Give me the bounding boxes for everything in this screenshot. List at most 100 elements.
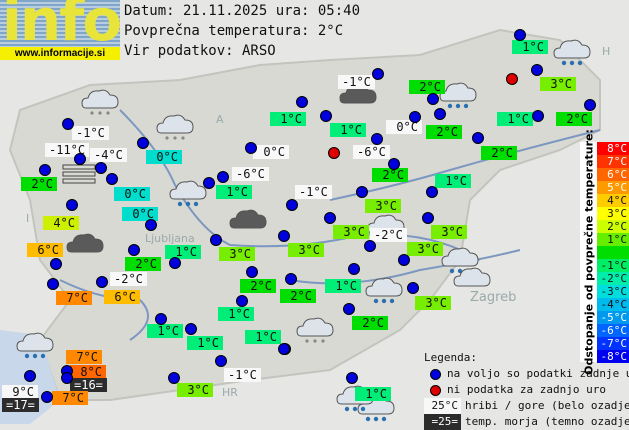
station-temperature-label[interactable]: 3°C [219, 247, 255, 261]
station-dot[interactable] [278, 343, 290, 355]
station-temperature-label[interactable]: 1°C [497, 112, 533, 126]
station-dot[interactable] [96, 276, 108, 288]
station-dot[interactable] [407, 282, 419, 294]
station-temperature-label[interactable]: 1°C [216, 185, 252, 199]
station-dot[interactable] [145, 219, 157, 231]
station-temperature-label[interactable]: 1°C [245, 330, 281, 344]
station-temperature-label[interactable]: -4°C [90, 148, 127, 162]
station-temperature-label[interactable]: 2°C [240, 279, 276, 293]
station-temperature-label[interactable]: 3°C [288, 243, 324, 257]
station-temperature-label[interactable]: 3°C [415, 296, 451, 310]
station-temperature-label[interactable]: 3°C [365, 199, 401, 213]
station-temperature-label[interactable]: -6°C [353, 145, 390, 159]
station-temperature-label[interactable]: 1°C [435, 174, 471, 188]
station-dot[interactable] [106, 173, 118, 185]
station-temperature-label[interactable]: 3°C [407, 242, 443, 256]
station-dot[interactable] [472, 132, 484, 144]
station-dot[interactable] [185, 323, 197, 335]
station-temperature-label[interactable]: 0°C [146, 150, 182, 164]
station-temperature-label[interactable]: 1°C [218, 307, 254, 321]
station-temperature-label[interactable]: 2°C [409, 80, 445, 94]
station-dot[interactable] [584, 99, 596, 111]
station-temperature-label[interactable]: 1°C [355, 387, 391, 401]
station-dot[interactable] [278, 230, 290, 242]
station-dot[interactable] [427, 93, 439, 105]
station-temperature-label[interactable]: 2°C [481, 146, 517, 160]
station-dot[interactable] [39, 164, 51, 176]
station-temperature-label[interactable]: 2°C [372, 168, 408, 182]
station-dot[interactable] [371, 133, 383, 145]
station-temperature-label[interactable]: 7°C [56, 291, 92, 305]
station-dot[interactable] [286, 199, 298, 211]
station-dot-nodata[interactable] [506, 73, 518, 85]
station-temperature-label[interactable]: 9°C [2, 385, 38, 399]
station-dot[interactable] [364, 240, 376, 252]
station-temperature-label[interactable]: 1°C [512, 40, 548, 54]
station-dot[interactable] [62, 118, 74, 130]
station-temperature-label[interactable]: -1°C [224, 368, 261, 382]
logo-url[interactable]: www.informacije.si [0, 47, 120, 60]
station-temperature-label[interactable]: 6°C [27, 243, 63, 257]
station-temperature-label[interactable]: 7°C [66, 350, 102, 364]
station-temperature-label[interactable]: =17= [2, 398, 39, 412]
logo[interactable]: info www.informacije.si [0, 0, 122, 60]
station-temperature-label[interactable]: 0°C [114, 187, 150, 201]
station-dot-nodata[interactable] [328, 147, 340, 159]
station-dot[interactable] [203, 177, 215, 189]
station-dot[interactable] [324, 212, 336, 224]
station-temperature-label[interactable]: -6°C [232, 167, 269, 181]
station-dot[interactable] [24, 370, 36, 382]
station-temperature-label[interactable]: 4°C [43, 216, 79, 230]
station-dot[interactable] [422, 212, 434, 224]
station-dot[interactable] [168, 372, 180, 384]
station-temperature-label[interactable]: -2°C [110, 272, 147, 286]
station-temperature-label[interactable]: 3°C [431, 225, 467, 239]
station-dot[interactable] [210, 234, 222, 246]
station-dot[interactable] [343, 303, 355, 315]
station-temperature-label[interactable]: 1°C [270, 112, 306, 126]
station-dot[interactable] [296, 96, 308, 108]
station-dot[interactable] [215, 355, 227, 367]
station-dot[interactable] [388, 158, 400, 170]
station-dot[interactable] [50, 258, 62, 270]
station-temperature-label[interactable]: 1°C [330, 123, 366, 137]
station-dot[interactable] [320, 110, 332, 122]
station-dot[interactable] [66, 199, 78, 211]
station-temperature-label[interactable]: 0°C [386, 120, 422, 134]
station-temperature-label[interactable]: 2°C [556, 112, 592, 126]
station-temperature-label[interactable]: 1°C [187, 336, 223, 350]
station-dot[interactable] [514, 29, 526, 41]
station-dot[interactable] [245, 142, 257, 154]
station-temperature-label[interactable]: 1°C [325, 279, 361, 293]
station-temperature-label[interactable]: 2°C [426, 125, 462, 139]
station-dot[interactable] [246, 266, 258, 278]
station-temperature-label[interactable]: 2°C [352, 316, 388, 330]
station-temperature-label[interactable]: =16= [70, 378, 107, 392]
station-temperature-label[interactable]: 6°C [104, 290, 140, 304]
station-dot[interactable] [169, 257, 181, 269]
station-dot[interactable] [74, 153, 86, 165]
station-temperature-label[interactable]: 0°C [253, 145, 289, 159]
station-dot[interactable] [155, 313, 167, 325]
station-dot[interactable] [372, 68, 384, 80]
station-temperature-label[interactable]: -2°C [370, 228, 407, 242]
station-temperature-label[interactable]: -1°C [72, 126, 109, 140]
station-dot[interactable] [434, 108, 446, 120]
station-temperature-label[interactable]: 3°C [333, 225, 369, 239]
station-temperature-label[interactable]: 2°C [280, 289, 316, 303]
station-dot[interactable] [285, 273, 297, 285]
station-temperature-label[interactable]: 2°C [125, 257, 161, 271]
station-dot[interactable] [236, 295, 248, 307]
station-temperature-label[interactable]: -1°C [338, 75, 375, 89]
station-dot[interactable] [532, 110, 544, 122]
station-temperature-label[interactable]: 2°C [21, 177, 57, 191]
station-dot[interactable] [356, 186, 368, 198]
station-dot[interactable] [409, 111, 421, 123]
station-dot[interactable] [531, 64, 543, 76]
station-temperature-label[interactable]: 1°C [165, 245, 201, 259]
station-dot[interactable] [47, 278, 59, 290]
station-temperature-label[interactable]: 3°C [177, 383, 213, 397]
station-temperature-label[interactable]: 8°C [70, 365, 106, 379]
station-dot[interactable] [95, 162, 107, 174]
station-temperature-label[interactable]: -1°C [295, 185, 332, 199]
